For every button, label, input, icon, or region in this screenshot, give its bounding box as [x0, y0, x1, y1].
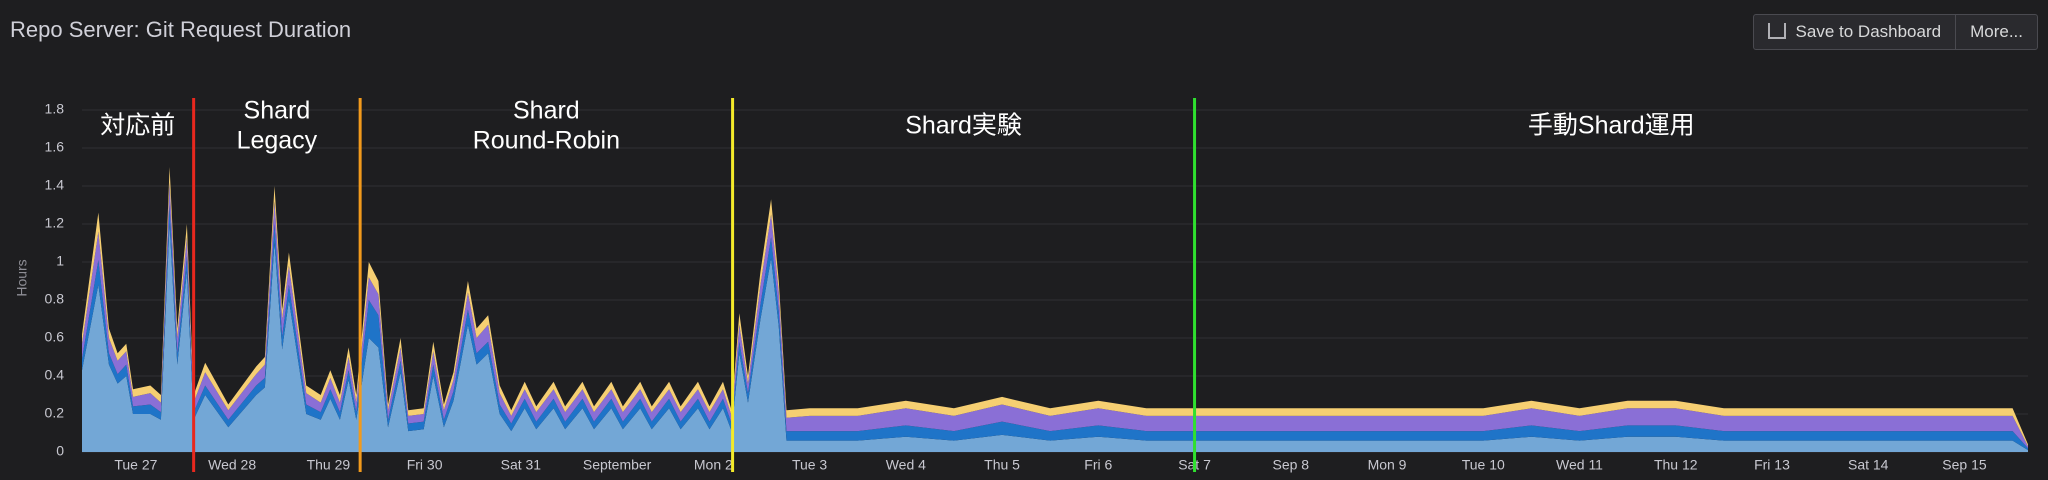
area-series — [82, 167, 2028, 447]
y-axis-label: Hours — [14, 259, 30, 296]
save-button[interactable]: Save to Dashboard — [1754, 15, 1956, 49]
y-tick-label: 0.6 — [45, 329, 65, 345]
y-tick-label: 0.8 — [45, 291, 65, 307]
x-tick-label: Wed 11 — [1556, 457, 1603, 473]
annotation-label: 手動Shard運用 — [1528, 112, 1695, 140]
x-tick-label: Sat 14 — [1848, 457, 1889, 473]
annotation-label: Shard — [513, 97, 580, 125]
x-tick-label: Fri 13 — [1754, 457, 1790, 473]
x-tick-label: Wed 4 — [886, 457, 926, 473]
toolbar: Save to Dashboard More... — [1752, 14, 2038, 50]
y-tick-label: 0 — [56, 443, 64, 459]
x-tick-label: Sep 8 — [1272, 457, 1309, 473]
x-tick-label: Tue 10 — [1462, 457, 1505, 473]
area-series — [82, 182, 2028, 449]
annotation-label: Legacy — [237, 127, 318, 155]
x-tick-label: Mon 2 — [694, 457, 733, 473]
y-tick-label: 1.6 — [45, 139, 65, 155]
x-tick-label: Sat 31 — [501, 457, 542, 473]
y-tick-label: 1.2 — [45, 215, 65, 231]
annotation-label: 対応前 — [100, 112, 175, 140]
more-button[interactable]: More... — [1955, 15, 2037, 49]
save-label: Save to Dashboard — [1795, 22, 1942, 41]
y-tick-label: 1.4 — [45, 177, 65, 193]
area-series — [82, 205, 2028, 451]
x-tick-label: Sep 15 — [1942, 457, 1987, 473]
annotation-label: Shard実験 — [905, 112, 1022, 140]
annotation-label: Round-Robin — [473, 127, 620, 155]
y-tick-label: 1.8 — [45, 101, 65, 117]
x-tick-label: Wed 28 — [208, 457, 256, 473]
chart-title: Repo Server: Git Request Duration — [10, 17, 351, 42]
x-tick-label: Thu 29 — [307, 457, 351, 473]
y-tick-label: 1 — [56, 253, 64, 269]
x-tick-label: Thu 12 — [1654, 457, 1698, 473]
x-tick-label: Thu 5 — [984, 457, 1020, 473]
y-tick-label: 0.2 — [45, 405, 65, 421]
x-tick-label: Tue 27 — [114, 457, 157, 473]
area-series — [82, 224, 2028, 452]
annotation-label: Shard — [244, 97, 311, 125]
x-tick-label: Fri 6 — [1084, 457, 1112, 473]
x-tick-label: Tue 3 — [792, 457, 827, 473]
x-tick-label: Fri 30 — [407, 457, 443, 473]
share-icon — [1767, 23, 1786, 39]
y-tick-label: 0.4 — [45, 367, 65, 383]
x-tick-label: September — [583, 457, 652, 473]
x-tick-label: Mon 9 — [1368, 457, 1407, 473]
